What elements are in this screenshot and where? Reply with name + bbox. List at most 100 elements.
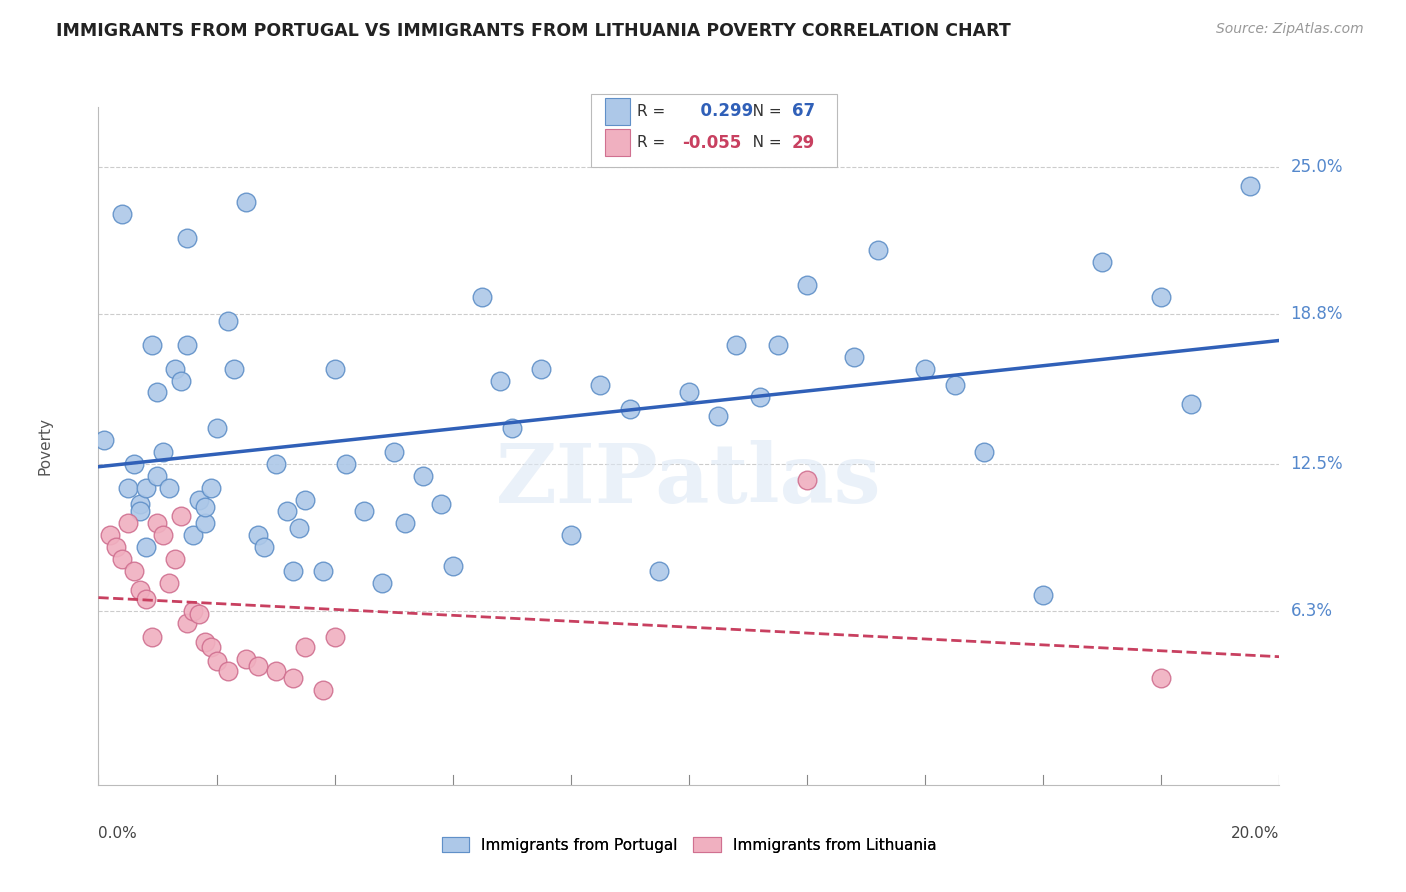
- Point: [412, 468, 434, 483]
- Point: [135, 592, 157, 607]
- Point: [93, 433, 115, 447]
- Text: -0.055: -0.055: [682, 134, 741, 152]
- Point: [128, 497, 150, 511]
- Point: [560, 528, 582, 542]
- Text: IMMIGRANTS FROM PORTUGAL VS IMMIGRANTS FROM LITHUANIA POVERTY CORRELATION CHART: IMMIGRANTS FROM PORTUGAL VS IMMIGRANTS F…: [56, 22, 1011, 40]
- Point: [748, 390, 770, 404]
- Point: [1180, 397, 1202, 411]
- Point: [141, 338, 163, 352]
- Point: [973, 445, 995, 459]
- Point: [224, 361, 246, 376]
- Point: [1032, 588, 1054, 602]
- Point: [866, 243, 889, 257]
- Point: [170, 374, 193, 388]
- Point: [441, 559, 464, 574]
- Point: [589, 378, 612, 392]
- Point: [111, 552, 134, 566]
- Point: [181, 604, 204, 618]
- Point: [111, 207, 134, 221]
- Point: [796, 278, 818, 293]
- Point: [1091, 254, 1114, 268]
- Point: [1239, 178, 1261, 193]
- Point: [157, 481, 180, 495]
- Point: [312, 682, 335, 697]
- Point: [430, 497, 453, 511]
- Point: [276, 504, 298, 518]
- Point: [844, 350, 866, 364]
- Point: [294, 640, 316, 654]
- Text: 18.8%: 18.8%: [1291, 305, 1343, 323]
- Point: [371, 575, 394, 590]
- Point: [471, 290, 494, 304]
- Point: [135, 481, 157, 495]
- Point: [157, 575, 180, 590]
- Point: [1150, 290, 1173, 304]
- Text: Source: ZipAtlas.com: Source: ZipAtlas.com: [1216, 22, 1364, 37]
- Point: [294, 492, 316, 507]
- Text: Poverty: Poverty: [38, 417, 53, 475]
- Point: [648, 564, 671, 578]
- Point: [619, 402, 641, 417]
- Point: [382, 445, 405, 459]
- Text: 12.5%: 12.5%: [1291, 455, 1343, 473]
- Point: [766, 338, 789, 352]
- Text: 0.299: 0.299: [689, 103, 754, 120]
- Point: [146, 468, 169, 483]
- Point: [128, 504, 150, 518]
- Point: [152, 445, 174, 459]
- Point: [264, 664, 287, 678]
- Text: N =: N =: [738, 136, 786, 150]
- Point: [146, 516, 169, 531]
- Point: [489, 374, 512, 388]
- Point: [283, 671, 305, 685]
- Point: [205, 421, 228, 435]
- Text: 67: 67: [792, 103, 814, 120]
- Point: [235, 195, 257, 210]
- Text: R =: R =: [637, 104, 671, 119]
- Point: [246, 528, 269, 542]
- Point: [678, 385, 700, 400]
- Point: [796, 474, 818, 488]
- Point: [246, 659, 269, 673]
- Point: [235, 652, 257, 666]
- Point: [1150, 671, 1173, 685]
- Point: [152, 528, 174, 542]
- Text: R =: R =: [637, 136, 671, 150]
- Point: [323, 631, 346, 645]
- Point: [914, 361, 936, 376]
- Point: [122, 457, 145, 471]
- Point: [194, 516, 217, 531]
- Point: [217, 314, 239, 328]
- Point: [194, 635, 217, 649]
- Point: [176, 616, 198, 631]
- Point: [200, 640, 222, 654]
- Point: [312, 564, 335, 578]
- Text: N =: N =: [738, 104, 786, 119]
- Point: [323, 361, 346, 376]
- Point: [128, 582, 150, 597]
- Point: [187, 607, 209, 621]
- Text: 0.0%: 0.0%: [98, 826, 138, 840]
- Text: ZIPatlas: ZIPatlas: [496, 440, 882, 520]
- Text: 25.0%: 25.0%: [1291, 158, 1343, 176]
- Point: [170, 509, 193, 524]
- Point: [105, 540, 128, 554]
- Point: [353, 504, 375, 518]
- Point: [117, 481, 139, 495]
- Point: [117, 516, 139, 531]
- Point: [98, 528, 121, 542]
- Point: [194, 500, 217, 514]
- Point: [181, 528, 204, 542]
- Point: [205, 654, 228, 668]
- Point: [165, 361, 187, 376]
- Point: [141, 631, 163, 645]
- Point: [283, 564, 305, 578]
- Point: [264, 457, 287, 471]
- Point: [394, 516, 416, 531]
- Point: [253, 540, 276, 554]
- Point: [217, 664, 239, 678]
- Point: [530, 361, 553, 376]
- Point: [707, 409, 730, 424]
- Point: [176, 338, 198, 352]
- Legend: Immigrants from Portugal, Immigrants from Lithuania: Immigrants from Portugal, Immigrants fro…: [436, 830, 942, 859]
